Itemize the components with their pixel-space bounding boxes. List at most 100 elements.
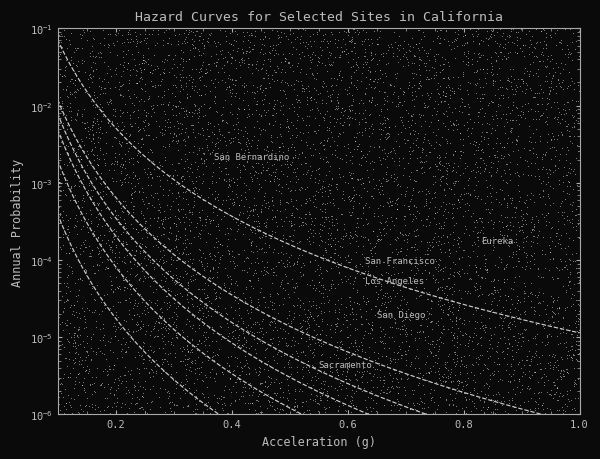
Point [83, 124, 92, 131]
Point [436, 249, 446, 256]
Point [206, 217, 216, 224]
Point [518, 171, 527, 179]
Point [485, 341, 494, 348]
Point [239, 50, 248, 58]
Point [484, 344, 494, 352]
Point [561, 365, 571, 373]
Point [326, 281, 335, 288]
Point [70, 182, 80, 189]
Point [214, 160, 223, 168]
Point [346, 212, 356, 219]
Point [433, 101, 443, 109]
Point [193, 308, 202, 316]
Point [308, 227, 318, 234]
Point [515, 227, 524, 235]
Point [236, 192, 245, 200]
Point [278, 260, 287, 267]
Point [225, 375, 235, 382]
Point [562, 123, 571, 130]
Point [388, 263, 398, 271]
Point [259, 96, 269, 103]
Point [529, 389, 539, 397]
Point [163, 57, 172, 65]
Point [440, 264, 449, 271]
Point [436, 339, 446, 346]
Point [507, 397, 517, 404]
Point [538, 166, 547, 173]
Point [325, 199, 334, 207]
Point [557, 245, 566, 252]
Point [307, 350, 317, 357]
Point [151, 319, 160, 326]
Point [126, 123, 136, 130]
Point [316, 395, 325, 402]
Point [377, 272, 387, 279]
Point [518, 78, 527, 85]
Point [74, 68, 83, 76]
Point [168, 272, 178, 279]
Point [327, 368, 337, 375]
Point [290, 387, 300, 394]
Point [80, 367, 90, 375]
Point [161, 244, 171, 252]
Point [203, 38, 212, 45]
Point [200, 70, 210, 77]
Point [369, 210, 379, 218]
Point [384, 389, 394, 396]
Point [255, 83, 265, 90]
Point [229, 265, 238, 273]
Point [446, 378, 456, 386]
Point [553, 114, 563, 122]
Point [293, 113, 303, 120]
Point [64, 330, 73, 337]
Point [183, 289, 193, 296]
Point [175, 208, 184, 216]
Point [260, 86, 270, 93]
Point [70, 82, 80, 90]
Point [118, 240, 127, 247]
Point [125, 31, 135, 39]
Point [264, 80, 274, 88]
Point [505, 397, 514, 404]
Point [97, 207, 106, 214]
Point [511, 209, 520, 216]
Point [527, 227, 536, 234]
Point [77, 356, 87, 364]
Point [317, 189, 327, 196]
Point [450, 148, 460, 156]
Point [548, 351, 557, 358]
Point [434, 140, 443, 148]
Point [275, 325, 285, 332]
Point [73, 58, 82, 66]
Point [137, 309, 147, 317]
Point [470, 286, 480, 294]
Point [286, 145, 295, 152]
Point [441, 167, 451, 174]
Point [67, 76, 76, 84]
Point [574, 327, 584, 334]
Point [554, 177, 563, 184]
Point [422, 246, 431, 254]
Point [443, 312, 452, 319]
Point [326, 50, 336, 58]
Point [146, 78, 156, 86]
Point [237, 368, 247, 375]
Point [123, 368, 133, 375]
Point [452, 237, 461, 244]
Point [428, 236, 438, 244]
Point [128, 195, 137, 202]
Point [226, 89, 235, 96]
Point [438, 323, 448, 330]
Point [290, 187, 299, 195]
Point [382, 386, 392, 393]
Point [129, 138, 139, 146]
Point [480, 299, 490, 307]
Point [518, 221, 528, 228]
Point [181, 270, 191, 278]
Point [406, 317, 415, 324]
Point [95, 145, 105, 152]
Point [475, 98, 485, 105]
Point [98, 113, 107, 121]
Point [341, 46, 350, 54]
Point [98, 320, 108, 328]
